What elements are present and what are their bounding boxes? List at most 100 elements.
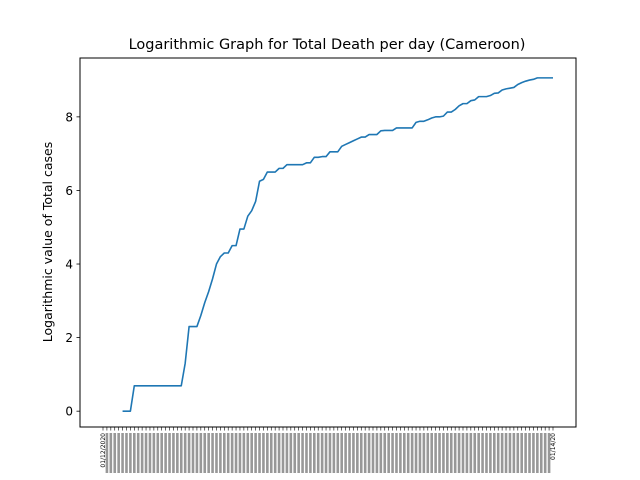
x-tick-label-mark <box>258 433 261 473</box>
x-tick-label-mark <box>453 433 457 473</box>
x-tick-label-mark <box>422 433 426 473</box>
x-tick-label-mark <box>399 433 402 473</box>
x-tick-label-mark <box>391 433 394 473</box>
x-tick-label-mark <box>426 433 430 473</box>
x-tick-label-mark <box>203 433 207 473</box>
x-tick-label-mark <box>430 433 433 473</box>
x-tick-label-mark <box>176 433 179 473</box>
x-tick-label-mark <box>375 433 379 473</box>
x-tick-label-mark <box>418 433 422 473</box>
x-tick-label-mark <box>269 433 273 473</box>
x-tick-label-mark <box>215 433 218 473</box>
x-tick-label-mark <box>539 433 543 473</box>
x-tick-label-mark <box>504 433 508 473</box>
x-tick-label-mark <box>473 433 477 473</box>
x-tick-label-mark <box>477 433 480 473</box>
x-tick-label-mark <box>246 433 250 473</box>
x-tick-label-mark <box>442 433 445 473</box>
x-tick-label-mark <box>434 433 437 473</box>
x-tick-label-mark <box>528 433 531 473</box>
x-tick-label-mark <box>524 433 527 473</box>
x-tick-label-mark <box>387 433 390 473</box>
x-tick-label-mark <box>140 433 144 473</box>
x-tick-label-mark <box>367 433 371 473</box>
x-tick-label-mark <box>187 433 191 473</box>
x-tick-label-mark <box>469 433 473 473</box>
x-tick-label-mark <box>242 433 246 473</box>
y-axis-label: Logarithmic value of Total cases <box>40 142 55 342</box>
x-tick-label-mark <box>207 433 210 473</box>
series-line <box>122 77 553 412</box>
x-tick-label-mark <box>371 433 375 473</box>
x-tick-label-mark <box>211 433 214 473</box>
chart-title: Logarithmic Graph for Total Death per da… <box>129 37 526 53</box>
x-tick-label-mark <box>410 433 414 473</box>
x-tick-label-mark <box>281 433 285 473</box>
x-tick-label-mark <box>250 433 253 473</box>
x-tick-label-mark <box>105 433 109 473</box>
y-tick-label: 2 <box>65 331 73 345</box>
x-tick-label-mark <box>273 433 277 473</box>
x-tick-label-mark <box>359 433 363 473</box>
x-tick-label-mark <box>230 433 234 473</box>
x-tick-label-mark <box>234 433 238 473</box>
x-tick-label-mark <box>449 433 453 473</box>
x-tick-label-mark <box>125 433 128 473</box>
x-tick-label-mark <box>403 433 406 473</box>
x-tick-label-mark <box>156 433 160 473</box>
x-tick-label-mark <box>348 433 351 473</box>
x-tick-label-mark <box>532 433 535 473</box>
x-tick-label-mark <box>485 433 488 473</box>
x-tick-label-mark <box>508 433 512 473</box>
x-tick-label-mark <box>493 433 496 473</box>
x-tick-label-mark <box>356 433 359 473</box>
x-tick-label-mark <box>297 433 300 473</box>
x-tick-label-mark <box>164 433 167 473</box>
x-tick-label-mark <box>223 433 226 473</box>
x-tick-label-mark <box>379 433 383 473</box>
y-tick-label: 8 <box>65 110 73 124</box>
x-tick-label-mark <box>144 433 148 473</box>
x-tick-label-mark <box>129 433 132 473</box>
x-tick-label-mark <box>191 433 195 473</box>
plot-frame <box>79 57 577 428</box>
x-tick-label-mark <box>179 433 183 473</box>
plot-series <box>122 77 553 412</box>
x-tick-label-mark <box>489 433 492 473</box>
x-tick-label-mark <box>113 433 117 473</box>
x-tick-label-mark <box>199 433 203 473</box>
x-tick-label-mark <box>496 433 500 473</box>
x-tick-label-mark <box>160 433 163 473</box>
x-tick-label-mark <box>109 433 113 473</box>
x-tick-label-mark <box>238 433 242 473</box>
x-tick-label-mark <box>324 433 328 473</box>
x-tick-label-mark <box>547 433 551 473</box>
x-tick-label-mark <box>133 433 136 473</box>
x-tick-label-mark <box>465 433 469 473</box>
x-tick-label-mark <box>461 433 465 473</box>
x-tick-label-mark <box>340 433 343 473</box>
x-tick-label-mark <box>117 433 120 473</box>
x-tick-label-mark <box>520 433 523 473</box>
x-tick-label-mark <box>512 433 516 473</box>
x-tick-label-mark <box>328 433 332 473</box>
y-tick-label: 4 <box>65 258 73 272</box>
x-tick-label-mark <box>305 433 308 473</box>
x-tick-label-mark <box>266 433 269 473</box>
x-tick-label-mark <box>414 433 418 473</box>
x-tick-label-mark <box>438 433 441 473</box>
x-tick-label-mark <box>183 433 187 473</box>
x-tick-label-mark <box>500 433 504 473</box>
x-tick-label-mark <box>352 433 355 473</box>
x-tick-label: 01/14/20 <box>550 433 557 460</box>
x-tick-label-mark <box>395 433 398 473</box>
y-tick-label: 0 <box>65 405 73 419</box>
x-tick-label-mark <box>148 433 152 473</box>
x-tick-label-mark <box>277 433 281 473</box>
x-tick-label-mark <box>262 433 265 473</box>
x-tick-label-mark <box>446 433 449 473</box>
x-tick-label-mark <box>481 433 484 473</box>
y-tick-label: 6 <box>65 184 73 198</box>
